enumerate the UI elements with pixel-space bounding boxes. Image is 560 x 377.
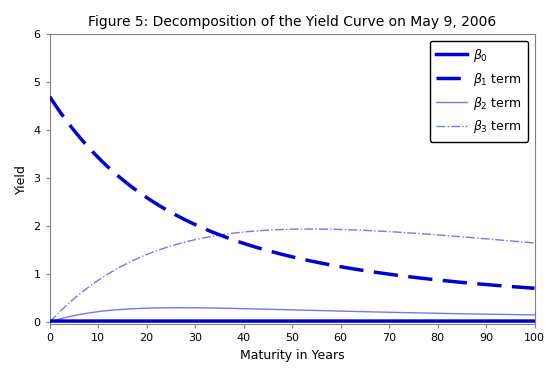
Legend: $\beta_0$, $\beta_1$ term, $\beta_2$ term, $\beta_3$ term: $\beta_0$, $\beta_1$ term, $\beta_2$ ter… [430,41,528,142]
Y-axis label: Yield: Yield [15,164,28,194]
X-axis label: Maturity in Years: Maturity in Years [240,349,344,362]
Title: Figure 5: Decomposition of the Yield Curve on May 9, 2006: Figure 5: Decomposition of the Yield Cur… [88,15,496,29]
